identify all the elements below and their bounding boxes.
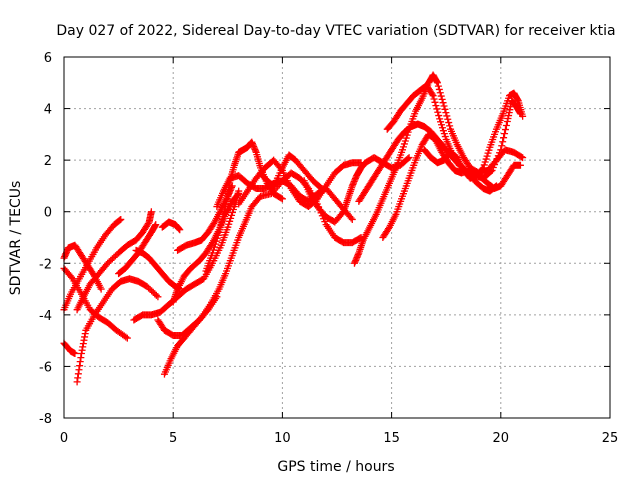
data-point: [444, 115, 452, 123]
data-point: [348, 215, 356, 223]
data-point: [501, 126, 509, 134]
data-point: [519, 112, 527, 120]
data-point: [431, 98, 439, 106]
data-point: [438, 95, 446, 103]
x-axis-ticks: 0 5 10 15 20 25: [60, 57, 618, 446]
data-point: [152, 291, 160, 299]
data-point: [440, 102, 448, 110]
x-axis-label: GPS time / hours: [277, 459, 394, 475]
y-tick-label: -6: [39, 360, 52, 375]
data-point: [497, 146, 505, 154]
data-series: [174, 182, 236, 254]
data-point: [435, 112, 443, 120]
data-point: [123, 334, 131, 342]
data-series: [132, 246, 184, 293]
y-axis-label: SDTVAR / TECUs: [8, 181, 24, 296]
data-point: [519, 154, 527, 162]
data-series: [235, 156, 365, 211]
data-point: [234, 191, 242, 199]
data-point: [434, 82, 442, 90]
y-tick-label: 2: [44, 154, 52, 169]
data-point: [436, 89, 444, 97]
data-point: [499, 138, 507, 146]
x-tick-label: 20: [493, 431, 510, 446]
data-point: [117, 215, 125, 223]
data-series: [420, 89, 527, 182]
data-point: [97, 285, 105, 293]
data-point: [502, 122, 510, 130]
data-series: [202, 138, 286, 275]
y-axis-ticks: -8 -6 -4 -2 0 2 4 6: [39, 51, 610, 427]
data-point: [435, 85, 443, 93]
data-point: [176, 226, 184, 234]
data-point: [347, 214, 355, 222]
data-series: [73, 208, 155, 314]
data-point: [428, 90, 436, 98]
y-tick-label: 4: [44, 103, 52, 118]
data-point: [318, 185, 326, 193]
data-point: [147, 208, 155, 216]
data-point: [405, 154, 413, 162]
data-point: [433, 105, 441, 113]
x-tick-label: 15: [383, 431, 400, 446]
data-point: [478, 165, 486, 173]
data-point: [430, 95, 438, 103]
data-point: [154, 293, 162, 301]
data-point: [498, 142, 506, 150]
data-point: [491, 183, 499, 191]
y-tick-label: 0: [44, 206, 52, 221]
data-point: [122, 333, 130, 341]
data-point: [501, 130, 509, 138]
plot-frame: [63, 56, 611, 419]
data-series: [160, 169, 365, 378]
data-point: [67, 273, 75, 281]
x-tick-label: 25: [602, 431, 619, 446]
data-point: [432, 102, 440, 110]
y-tick-label: 6: [44, 51, 52, 66]
data-points: [60, 71, 527, 386]
data-point: [71, 350, 79, 358]
data-point: [434, 108, 442, 116]
data-series: [60, 215, 125, 314]
data-point: [433, 79, 441, 87]
data-point: [445, 119, 453, 127]
data-point: [437, 92, 445, 100]
data-point: [446, 122, 454, 130]
data-point: [116, 216, 124, 224]
chart-title: Day 027 of 2022, Sidereal Day-to-day VTE…: [56, 23, 615, 39]
x-tick-label: 5: [169, 431, 177, 446]
y-tick-label: -4: [39, 309, 52, 324]
data-series: [257, 151, 326, 193]
data-series: [60, 339, 79, 358]
x-tick-label: 0: [60, 431, 68, 446]
y-tick-label: -8: [39, 412, 52, 427]
data-point: [516, 161, 524, 169]
data-point: [492, 182, 500, 190]
data-point: [316, 183, 324, 191]
data-point: [404, 155, 412, 163]
data-series: [130, 187, 243, 324]
data-point: [487, 168, 495, 176]
x-tick-label: 10: [274, 431, 291, 446]
data-point: [500, 134, 508, 142]
data-series: [73, 275, 162, 386]
data-point: [443, 112, 451, 120]
y-tick-label: -2: [39, 257, 52, 272]
data-point: [442, 109, 450, 117]
data-point: [441, 105, 449, 113]
data-point: [278, 195, 286, 203]
data-point: [152, 221, 160, 229]
data-point: [517, 153, 525, 161]
data-series: [158, 218, 184, 234]
data-point: [235, 190, 243, 198]
data-point: [429, 92, 437, 100]
data-point: [439, 99, 447, 107]
data-point: [277, 194, 285, 202]
